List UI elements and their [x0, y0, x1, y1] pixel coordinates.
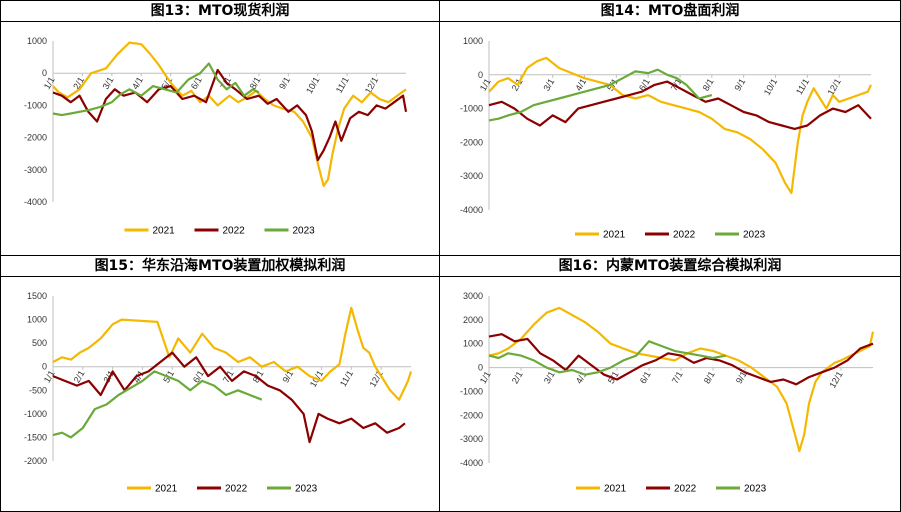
y-tick-label: 0 [42, 362, 47, 372]
y-tick-label: -2000 [24, 133, 47, 143]
x-tick-label: 11/1 [338, 369, 355, 389]
y-tick-label: -3000 [460, 434, 483, 444]
chart-panel-mto-spot-profit: 图13：MTO现货利润 1000 0 -1000 -2000 -3000 -4000 1/1… [0, 0, 440, 256]
y-tick-label: -1000 [24, 100, 47, 110]
x-tick-label: 3/1 [542, 370, 557, 386]
y-tick-label: 1000 [27, 36, 47, 46]
x-tick-label: 12/1 [825, 77, 842, 97]
legend-label-2023: 2023 [743, 230, 766, 241]
y-tick-label: 1000 [463, 339, 483, 349]
legend-label-2022: 2022 [223, 226, 246, 237]
series-line-2023 [52, 62, 260, 117]
x-tick-label: 4/1 [130, 75, 145, 91]
y-tick-label: 0 [478, 70, 483, 80]
series-line-2021 [488, 56, 872, 195]
x-tick-label: 9/1 [277, 75, 292, 91]
series-line-2022 [52, 351, 406, 444]
legend-label-2022: 2022 [225, 484, 248, 495]
chart-title: 图15：华东沿海MTO装置加权模拟利润 [1, 256, 439, 277]
x-tick-label: 7/1 [670, 370, 685, 386]
y-tick-label: -4000 [460, 458, 483, 468]
y-tick-label: 0 [42, 68, 47, 78]
y-tick-label: -1000 [460, 386, 483, 396]
chart-title: 图13：MTO现货利润 [1, 1, 439, 22]
series-line-2022 [488, 80, 872, 131]
y-tick-label: 1500 [27, 291, 47, 301]
chart-panel-east-china-mto-profit: 图15：华东沿海MTO装置加权模拟利润 1500 1000 500 0 -500 -100… [0, 255, 440, 512]
x-tick-label: 10/1 [304, 75, 321, 95]
x-tick-label: 3/1 [541, 77, 556, 93]
chart-panel-inner-mongolia-mto-profit: 图16：内蒙MTO装置综合模拟利润 3000 2000 1000 0 -1000 -200… [439, 255, 901, 512]
y-tick-label: 3000 [463, 291, 483, 301]
y-tick-label: -4000 [460, 205, 483, 215]
legend-label-2022: 2022 [674, 484, 697, 495]
legend-label-2021: 2021 [604, 484, 627, 495]
chart-title: 图16：内蒙MTO装置综合模拟利润 [440, 256, 900, 277]
x-tick-label: 11/1 [334, 75, 351, 95]
y-tick-label: -1000 [24, 409, 47, 419]
x-tick-label: 12/1 [827, 370, 844, 390]
series-line-2021 [52, 306, 413, 401]
y-tick-label: 1000 [27, 315, 47, 325]
y-tick-label: 0 [478, 363, 483, 373]
x-tick-label: 8/1 [701, 77, 716, 93]
series-line-2022 [488, 333, 874, 386]
x-tick-label: 3/1 [101, 75, 116, 91]
series-line-2021 [488, 306, 875, 453]
x-tick-label: 10/1 [762, 77, 779, 97]
y-tick-label: -1000 [460, 104, 483, 114]
chart-title: 图14：MTO盘面利润 [440, 1, 900, 22]
y-tick-label: -1500 [24, 432, 47, 442]
y-tick-label: -500 [29, 385, 47, 395]
y-tick-label: -2000 [460, 410, 483, 420]
legend-label-2023: 2023 [295, 484, 318, 495]
legend-label-2023: 2023 [744, 484, 767, 495]
legend-label-2021: 2021 [603, 230, 626, 241]
x-tick-label: 11/1 [794, 77, 811, 97]
series-line-2023 [52, 370, 263, 439]
x-tick-label: 8/1 [248, 75, 263, 91]
y-tick-label: 500 [32, 338, 47, 348]
y-tick-label: -4000 [24, 197, 47, 207]
y-tick-label: 2000 [463, 315, 483, 325]
legend-label-2021: 2021 [153, 226, 176, 237]
legend-label-2022: 2022 [673, 230, 696, 241]
x-tick-label: 9/1 [732, 77, 747, 93]
y-tick-label: -2000 [24, 456, 47, 466]
legend-label-2021: 2021 [155, 484, 178, 495]
series-line-2023 [488, 340, 727, 376]
x-tick-label: 8/1 [702, 370, 717, 386]
y-tick-label: -3000 [460, 171, 483, 181]
chart-panel-mto-futures-profit: 图14：MTO盘面利润 1000 0 -1000 -2000 -3000 -4000 1/1… [439, 0, 901, 256]
y-tick-label: -2000 [460, 137, 483, 147]
series-line-2022 [52, 68, 408, 162]
y-tick-label: -3000 [24, 165, 47, 175]
legend-label-2023: 2023 [293, 226, 316, 237]
series-line-2023 [488, 68, 713, 122]
series-line-2021 [52, 41, 407, 187]
y-tick-label: 1000 [463, 36, 483, 46]
x-tick-label: 6/1 [638, 370, 653, 386]
x-tick-label: 2/1 [510, 370, 525, 386]
